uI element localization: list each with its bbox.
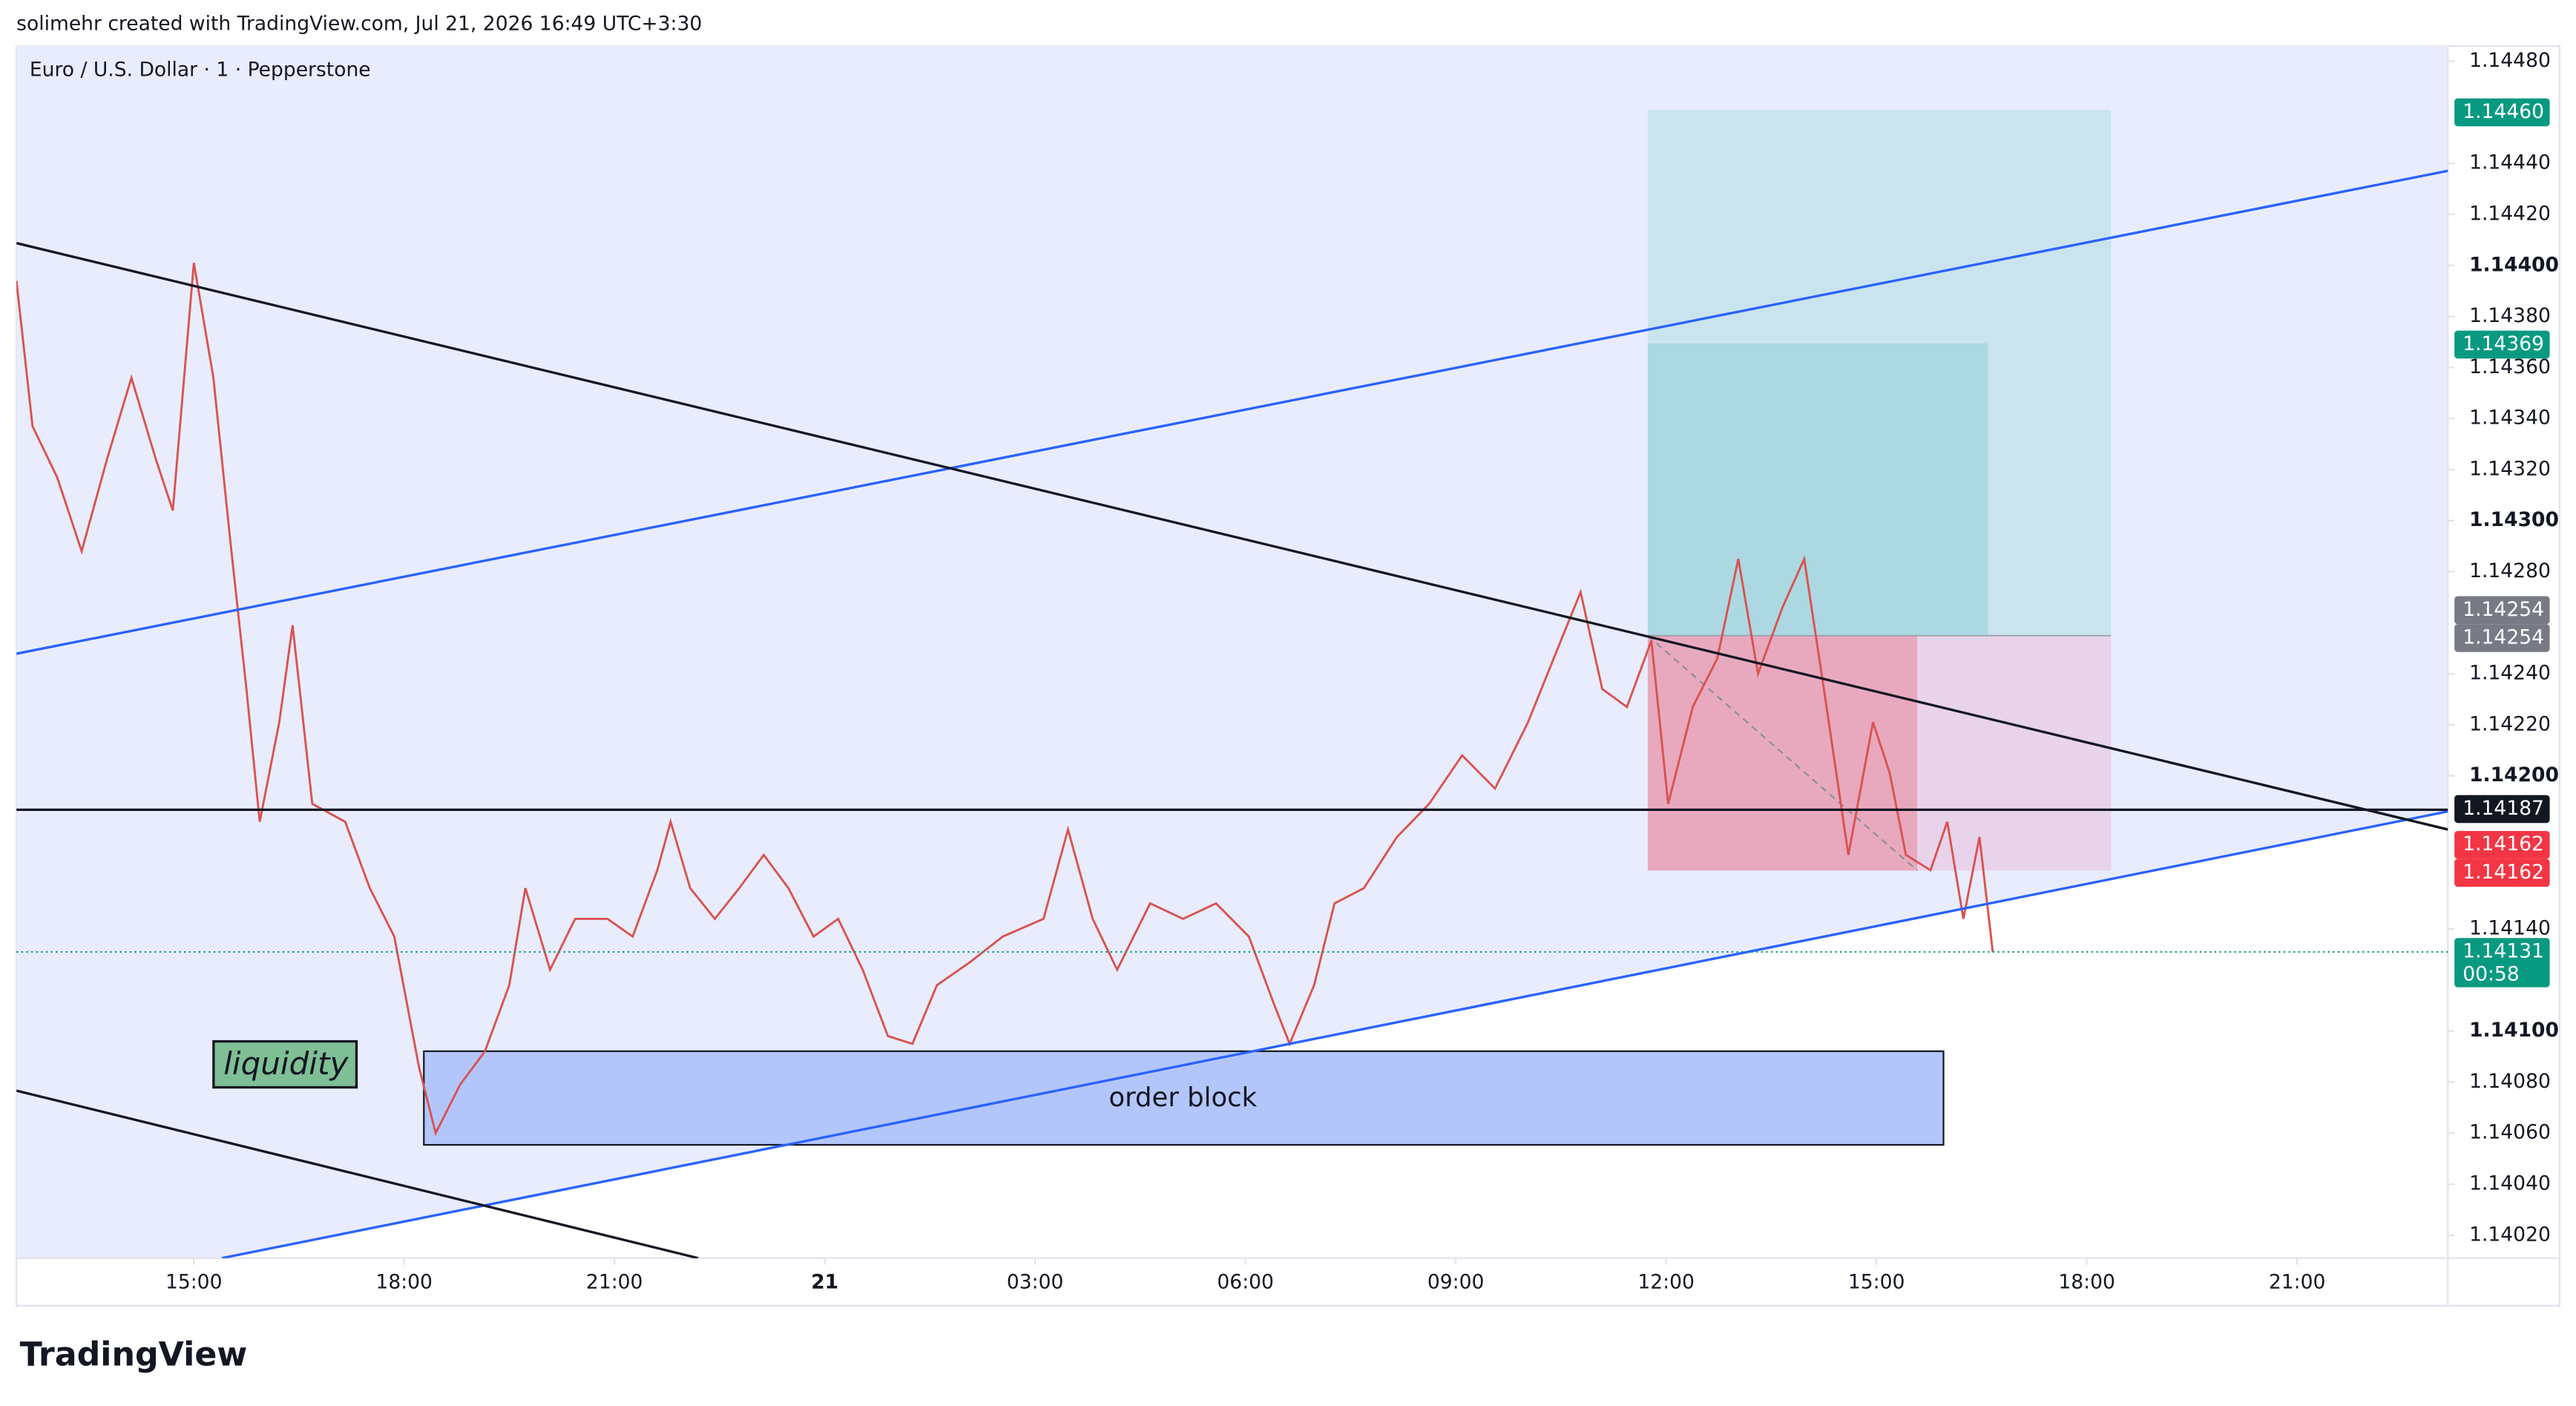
countdown: 00:58	[2462, 963, 2520, 986]
x-tick-label: 12:00	[1637, 1270, 1695, 1293]
y-tick-label: 1.14300	[2469, 508, 2559, 531]
y-tick-label: 1.14100	[2469, 1019, 2559, 1042]
order-block-label: order block	[1108, 1083, 1257, 1113]
price-badge-label: 1.14254	[2462, 625, 2544, 648]
y-tick-label: 1.14480	[2469, 49, 2551, 72]
y-tick-label: 1.14320	[2469, 457, 2551, 480]
header: solimehr created with TradingView.com, J…	[16, 13, 702, 36]
x-tick-label: 21	[811, 1270, 838, 1293]
price-badge	[2454, 795, 2550, 824]
price-badge	[2454, 858, 2550, 887]
y-tick-label: 1.14220	[2469, 712, 2551, 735]
price-badge-label: 1.14131	[2462, 940, 2544, 963]
liquidity-box	[212, 1039, 358, 1089]
y-tick-label: 1.14060	[2469, 1121, 2551, 1144]
price-line	[16, 263, 1994, 1137]
price-badge	[2454, 830, 2550, 859]
x-tick-label: 21:00	[586, 1270, 643, 1293]
price-badge	[2454, 938, 2550, 988]
order-block	[423, 1050, 1945, 1146]
y-tick-label: 1.14380	[2469, 304, 2551, 327]
liquidity-label: liquidity	[223, 1045, 349, 1082]
y-tick-label: 1.14040	[2469, 1172, 2551, 1195]
price-badge	[2454, 596, 2550, 625]
price-badge-label: 1.14254	[2462, 598, 2544, 621]
y-tick-label: 1.14280	[2469, 559, 2551, 582]
y-tick-label: 1.14140	[2469, 917, 2551, 940]
price-badge-label: 1.14187	[2462, 797, 2544, 820]
y-tick-label: 1.14340	[2469, 407, 2551, 430]
y-tick-label: 1.14440	[2469, 151, 2551, 174]
x-tick-label: 18:00	[375, 1270, 433, 1293]
x-tick-label: 21:00	[2269, 1270, 2326, 1293]
x-tick-label: 09:00	[1427, 1270, 1485, 1293]
x-tick-label: 06:00	[1217, 1270, 1274, 1293]
trend-line	[221, 809, 2448, 1258]
y-tick-label: 1.14020	[2469, 1223, 2551, 1246]
price-badge	[2454, 98, 2550, 127]
brand: TradingView	[20, 1336, 248, 1374]
y-tick-label: 1.14420	[2469, 202, 2551, 225]
price-badge-label: 1.14460	[2462, 100, 2544, 123]
trend-line	[16, 242, 2448, 831]
plot	[16, 263, 1994, 1137]
x-tick-label: 15:00	[1848, 1270, 1905, 1293]
target-zone-inner	[1647, 343, 1988, 636]
price-badge-label: 1.14162	[2462, 861, 2544, 884]
price-badge	[2454, 624, 2550, 652]
x-tick-label: 15:00	[165, 1270, 223, 1293]
y-tick-label: 1.14240	[2469, 662, 2551, 685]
price-badge	[2454, 330, 2550, 359]
trend-line	[16, 169, 2448, 655]
y-tick-label: 1.14360	[2469, 355, 2551, 378]
chart-title: Euro / U.S. Dollar · 1 · Pepperstone	[30, 59, 371, 82]
y-tick-label: 1.14200	[2469, 763, 2559, 786]
price-badge-label: 1.14162	[2462, 832, 2544, 855]
trade-path	[1647, 634, 1918, 872]
x-tick-label: 18:00	[2058, 1270, 2115, 1293]
trend-line	[16, 1089, 699, 1258]
price-badge-label: 1.14369	[2462, 332, 2544, 355]
y-tick-label: 1.14400	[2469, 253, 2559, 276]
y-tick-label: 1.14080	[2469, 1070, 2551, 1093]
x-tick-label: 03:00	[1007, 1270, 1064, 1293]
drawings	[16, 169, 2448, 1258]
